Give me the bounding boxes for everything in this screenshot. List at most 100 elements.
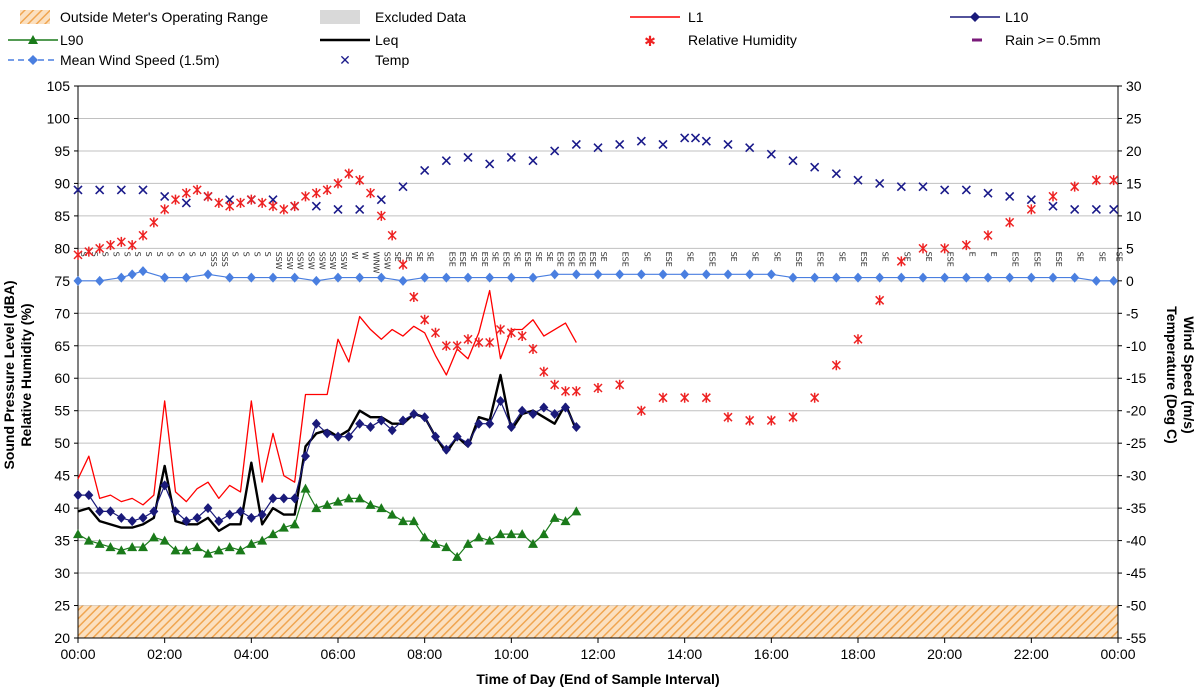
- rh-point: [1005, 217, 1015, 228]
- wind-speed-point: [615, 269, 625, 280]
- rh-point: [225, 201, 235, 212]
- temp-point: [1109, 204, 1119, 214]
- wind-speed-point: [810, 272, 820, 283]
- rh-point: [1048, 191, 1058, 202]
- wind-speed-point: [1048, 272, 1058, 283]
- rh-point: [875, 295, 885, 306]
- temp-point: [1091, 204, 1101, 214]
- rh-point: [550, 379, 560, 390]
- temp-point: [983, 188, 993, 198]
- temp-point: [690, 133, 701, 143]
- temp-point: [615, 139, 625, 150]
- rh-point: [658, 392, 668, 403]
- left-tick-label-50: 50: [54, 435, 70, 451]
- legend-label-temp: Temp: [375, 52, 409, 68]
- wind-direction-label-8: S: [166, 252, 175, 257]
- x-tick-label-0: 00:00: [60, 646, 95, 662]
- wind-direction-label-3: S: [112, 252, 121, 257]
- wind-speed-point: [463, 272, 473, 283]
- right-axis-ticks: -55-50-45-40-35-30-25-20-15-10-505101520…: [1118, 78, 1146, 646]
- wind-direction-label-60: SE: [881, 252, 890, 262]
- wind-speed-point: [73, 275, 83, 286]
- wind-direction-label-16: S: [252, 252, 261, 257]
- rh-point: [268, 201, 278, 212]
- right-tick-label-30: 30: [1126, 78, 1142, 94]
- left-tick-label-100: 100: [47, 110, 71, 126]
- wind-speed-point: [1109, 275, 1119, 286]
- wind-direction-label-61: SE: [902, 252, 911, 262]
- rh-point: [723, 412, 733, 423]
- l90-point: [94, 538, 105, 548]
- l10-point: [431, 431, 440, 442]
- left-tick-label-30: 30: [54, 565, 70, 581]
- rh-point: [420, 314, 430, 325]
- wind-direction-label-40: ESE: [523, 252, 532, 267]
- rh-point: [430, 327, 441, 338]
- l10-point: [463, 438, 473, 449]
- left-tick-label-65: 65: [54, 338, 70, 354]
- l10-point: [366, 421, 375, 432]
- wind-direction-label-64: E: [967, 252, 976, 257]
- l10-point: [517, 405, 527, 416]
- wind-speed-point: [95, 275, 105, 286]
- l10-point: [301, 451, 310, 462]
- l10-point: [474, 418, 484, 429]
- rh-point: [441, 340, 451, 351]
- wind-direction-label-33: ESE: [447, 252, 456, 267]
- rh-point: [593, 382, 603, 393]
- wind-direction-label-4: S: [122, 252, 131, 257]
- temp-point: [680, 133, 690, 143]
- x-tick-label-9: 18:00: [840, 646, 875, 662]
- wind-direction-label-70: SE: [1097, 252, 1106, 262]
- wind-speed-point: [203, 269, 213, 280]
- wind-direction-label-17: S: [263, 252, 272, 257]
- wind-direction-label-18: SSW: [274, 252, 283, 270]
- right-tick-label-25: 25: [1126, 110, 1142, 126]
- l10-point: [344, 431, 354, 442]
- temp-point: [875, 178, 885, 188]
- temp-point: [593, 143, 603, 153]
- left-tick-label-55: 55: [54, 403, 70, 419]
- l10-point: [181, 516, 191, 527]
- x-tick-label-11: 22:00: [1014, 646, 1049, 662]
- series-layer: [73, 133, 1119, 561]
- l90-point: [246, 538, 257, 548]
- l10-point: [452, 431, 462, 442]
- temp-point: [225, 195, 235, 205]
- l90-point: [517, 529, 528, 539]
- l90-point: [213, 545, 224, 555]
- l90-point: [419, 532, 430, 542]
- wind-speed-point: [290, 272, 300, 283]
- rh-point: [138, 230, 148, 241]
- wind-direction-label-50: ESE: [664, 252, 673, 267]
- x-tick-label-5: 10:00: [494, 646, 529, 662]
- l90-point: [495, 529, 506, 539]
- wind-speed-point: [1026, 272, 1036, 283]
- legend-swatch-excluded: [320, 10, 360, 24]
- wind-direction-label-51: SE: [686, 252, 695, 262]
- wind-speed-point: [831, 272, 841, 283]
- l90-point: [506, 529, 517, 539]
- rh-point: [365, 188, 376, 199]
- wind-direction-label-34: ESE: [458, 252, 467, 267]
- legend-label-outside-range: Outside Meter's Operating Range: [60, 9, 268, 25]
- wind-direction-label-45: ESE: [577, 252, 586, 267]
- rh-point: [290, 201, 300, 212]
- l10-point: [571, 421, 581, 432]
- rh-point: [257, 197, 267, 208]
- rh-point: [160, 204, 170, 215]
- l10-point: [333, 431, 343, 442]
- right-tick-label-20: 20: [1126, 143, 1142, 159]
- l90-point: [452, 551, 463, 561]
- temp-point: [961, 185, 971, 195]
- temp-point: [745, 143, 755, 153]
- right-tick-label-5: 5: [1126, 240, 1134, 256]
- rh-point: [181, 188, 191, 199]
- x-tick-label-2: 04:00: [234, 646, 269, 662]
- rh-point: [517, 331, 527, 342]
- l90-point: [528, 538, 538, 548]
- x-tick-label-10: 20:00: [927, 646, 962, 662]
- x-axis-ticks: 00:00 02:00 04:00 06:00 08:00 10:00 12:00 14:00…: [60, 638, 1136, 662]
- rh-point: [1026, 204, 1036, 215]
- wind-direction-label-35: SE: [469, 252, 478, 262]
